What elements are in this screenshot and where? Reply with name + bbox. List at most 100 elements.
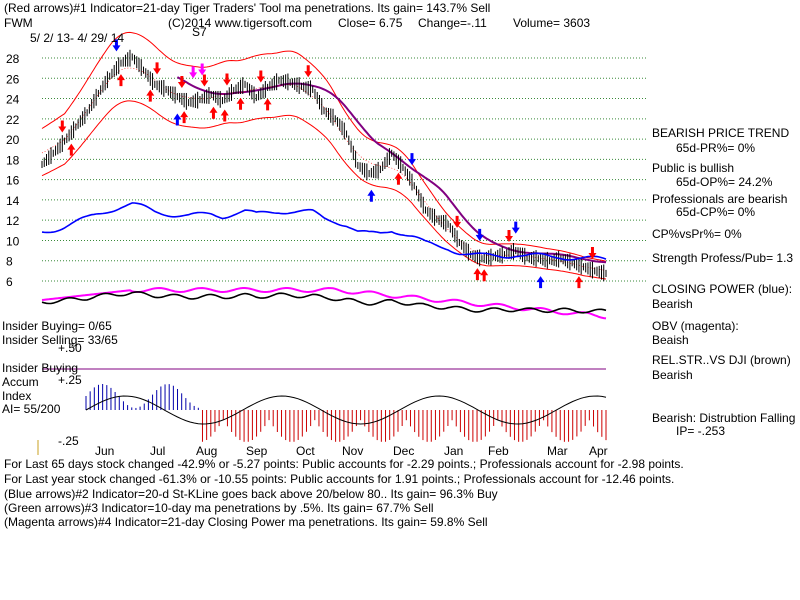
tick-label-8: 8: [6, 255, 13, 269]
ticker-symbol: FWM: [4, 16, 33, 30]
tick-label-14: 14: [6, 194, 20, 208]
blue-up-arrow-icon: [367, 189, 376, 202]
red-down-arrow-icon: [222, 73, 231, 86]
accum-ma-line: [85, 395, 607, 425]
volume-value: Volume= 3603: [513, 16, 590, 30]
s7-label: S7: [192, 25, 207, 39]
price-bands: [41, 31, 607, 280]
op-value: 65d-OP%= 24.2%: [676, 175, 773, 189]
cp-value: 65d-CP%= 0%: [676, 205, 755, 219]
lower-band-line: [41, 100, 607, 280]
blue-down-arrow-icon: [475, 228, 484, 241]
obv-line: [41, 286, 607, 320]
red-down-arrow-icon: [200, 74, 209, 87]
footer-green-arrows: (Green arrows)#3 Indicator=10-day ma pen…: [4, 501, 434, 515]
tick-label-24: 24: [6, 93, 20, 107]
month-label-aug: Aug: [196, 444, 217, 458]
red-up-arrow-icon: [480, 269, 489, 282]
accum-label: Accum: [2, 375, 39, 389]
public-bullish-label: Public is bullish: [652, 161, 734, 175]
bearish-trend-label: BEARISH PRICE TREND: [652, 126, 789, 140]
insider-selling: Insider Selling= 33/65: [2, 333, 118, 347]
copyright: (C)2014 www.tigersoft.com: [168, 16, 312, 30]
month-axis: Jun Jul Aug Sep Oct Nov Dec Jan Feb Mar Apr: [37, 440, 608, 458]
red-up-arrow-icon: [263, 98, 272, 111]
red-down-arrow-icon: [153, 62, 162, 75]
indicator-lines: [41, 202, 607, 370]
header-indicator-1: (Red arrows)#1 Indicator=21-day Tiger Tr…: [4, 1, 490, 15]
index-label: Index: [2, 389, 31, 403]
closing-power-value: Bearish: [652, 297, 693, 311]
tick-label-10: 10: [6, 234, 20, 248]
blue-up-arrow-icon: [173, 113, 182, 126]
red-up-arrow-icon: [394, 172, 403, 185]
insider-buying-label: Insider Buying: [2, 361, 78, 375]
tick-label-22: 22: [6, 113, 20, 127]
red-up-arrow-icon: [146, 89, 155, 102]
footer-65day: For Last 65 days stock changed -42.9% or…: [4, 457, 684, 471]
month-label-oct: Oct: [296, 444, 315, 458]
red-up-arrow-icon: [236, 97, 245, 110]
ai-value: AI= 55/200: [2, 402, 61, 416]
red-down-arrow-icon: [453, 215, 462, 228]
month-label-mar: Mar: [547, 444, 568, 458]
blue-down-arrow-icon: [112, 39, 121, 52]
footer-magenta-arrows: (Magenta arrows)#4 Indicator=21-day Clos…: [4, 515, 488, 529]
pr-value: 65d-PR%= 0%: [676, 141, 755, 155]
red-down-arrow-icon: [304, 65, 313, 78]
month-label-nov: Nov: [342, 444, 363, 458]
prof-bearish-label: Professionals are bearish: [652, 192, 787, 206]
relstr-label: REL.STR..VS DJI (brown): [652, 353, 791, 367]
footer-year: For Last year stock changed -61.3% or -1…: [4, 472, 674, 486]
magenta-down-arrow-icon: [189, 66, 198, 79]
tick-label-20: 20: [6, 133, 20, 147]
tick-label-12: 12: [6, 214, 20, 228]
price-axis-ticks: 28 26 24 22 20 18 16 14 12 10 8 6: [6, 52, 20, 289]
red-down-arrow-icon: [58, 120, 67, 133]
price-gridlines: [42, 57, 646, 282]
accum-tick-minus25: -.25: [58, 434, 79, 448]
red-down-arrow-icon: [588, 247, 597, 260]
footer-blue-arrows: (Blue arrows)#2 Indicator=20-d St-KLine …: [4, 487, 498, 501]
month-label-apr: Apr: [589, 444, 608, 458]
red-up-arrow-icon: [473, 268, 482, 281]
accum-index-bars: [85, 384, 607, 442]
accum-tick-plus25: +.25: [58, 373, 82, 387]
month-label-feb: Feb: [488, 444, 509, 458]
insider-buying: Insider Buying= 0/65: [2, 319, 112, 333]
obv-label: OBV (magenta):: [652, 319, 739, 333]
blue-up-arrow-icon: [536, 276, 545, 289]
month-label-jul: Jul: [150, 444, 165, 458]
tick-label-6: 6: [6, 275, 13, 289]
distribution-label: Bearish: Distrubtion Falling: [652, 411, 795, 425]
red-up-arrow-icon: [220, 109, 229, 122]
change-value: Change=-.11: [418, 16, 487, 30]
relstr-value: Bearish: [652, 368, 693, 382]
red-up-arrow-icon: [209, 106, 218, 119]
red-up-arrow-icon: [180, 111, 189, 124]
red-up-arrow-icon: [67, 143, 76, 156]
close-value: Close= 6.75: [338, 16, 403, 30]
tick-label-16: 16: [6, 174, 20, 188]
tick-label-28: 28: [6, 52, 20, 66]
red-up-arrow-icon: [574, 276, 583, 289]
magenta-down-arrow-icon: [198, 63, 207, 76]
month-label-dec: Dec: [393, 444, 414, 458]
closing-power-label: CLOSING POWER (blue):: [652, 282, 792, 296]
ip-value: IP= -.253: [676, 424, 725, 438]
month-label-sep: Sep: [246, 444, 268, 458]
closing-power-line: [41, 202, 607, 261]
tick-label-26: 26: [6, 72, 20, 86]
red-down-arrow-icon: [256, 70, 265, 83]
month-label-jan: Jan: [444, 444, 463, 458]
accum-tick-plus50: +.50: [58, 341, 82, 355]
signal-arrows: [58, 39, 597, 289]
red-down-arrow-icon: [177, 75, 186, 88]
obv-value: Beaish: [652, 333, 689, 347]
blue-down-arrow-icon: [407, 153, 416, 166]
tick-label-18: 18: [6, 153, 20, 167]
month-label-jun: Jun: [95, 444, 114, 458]
price-bars: [41, 49, 607, 282]
blue-down-arrow-icon: [511, 221, 520, 234]
